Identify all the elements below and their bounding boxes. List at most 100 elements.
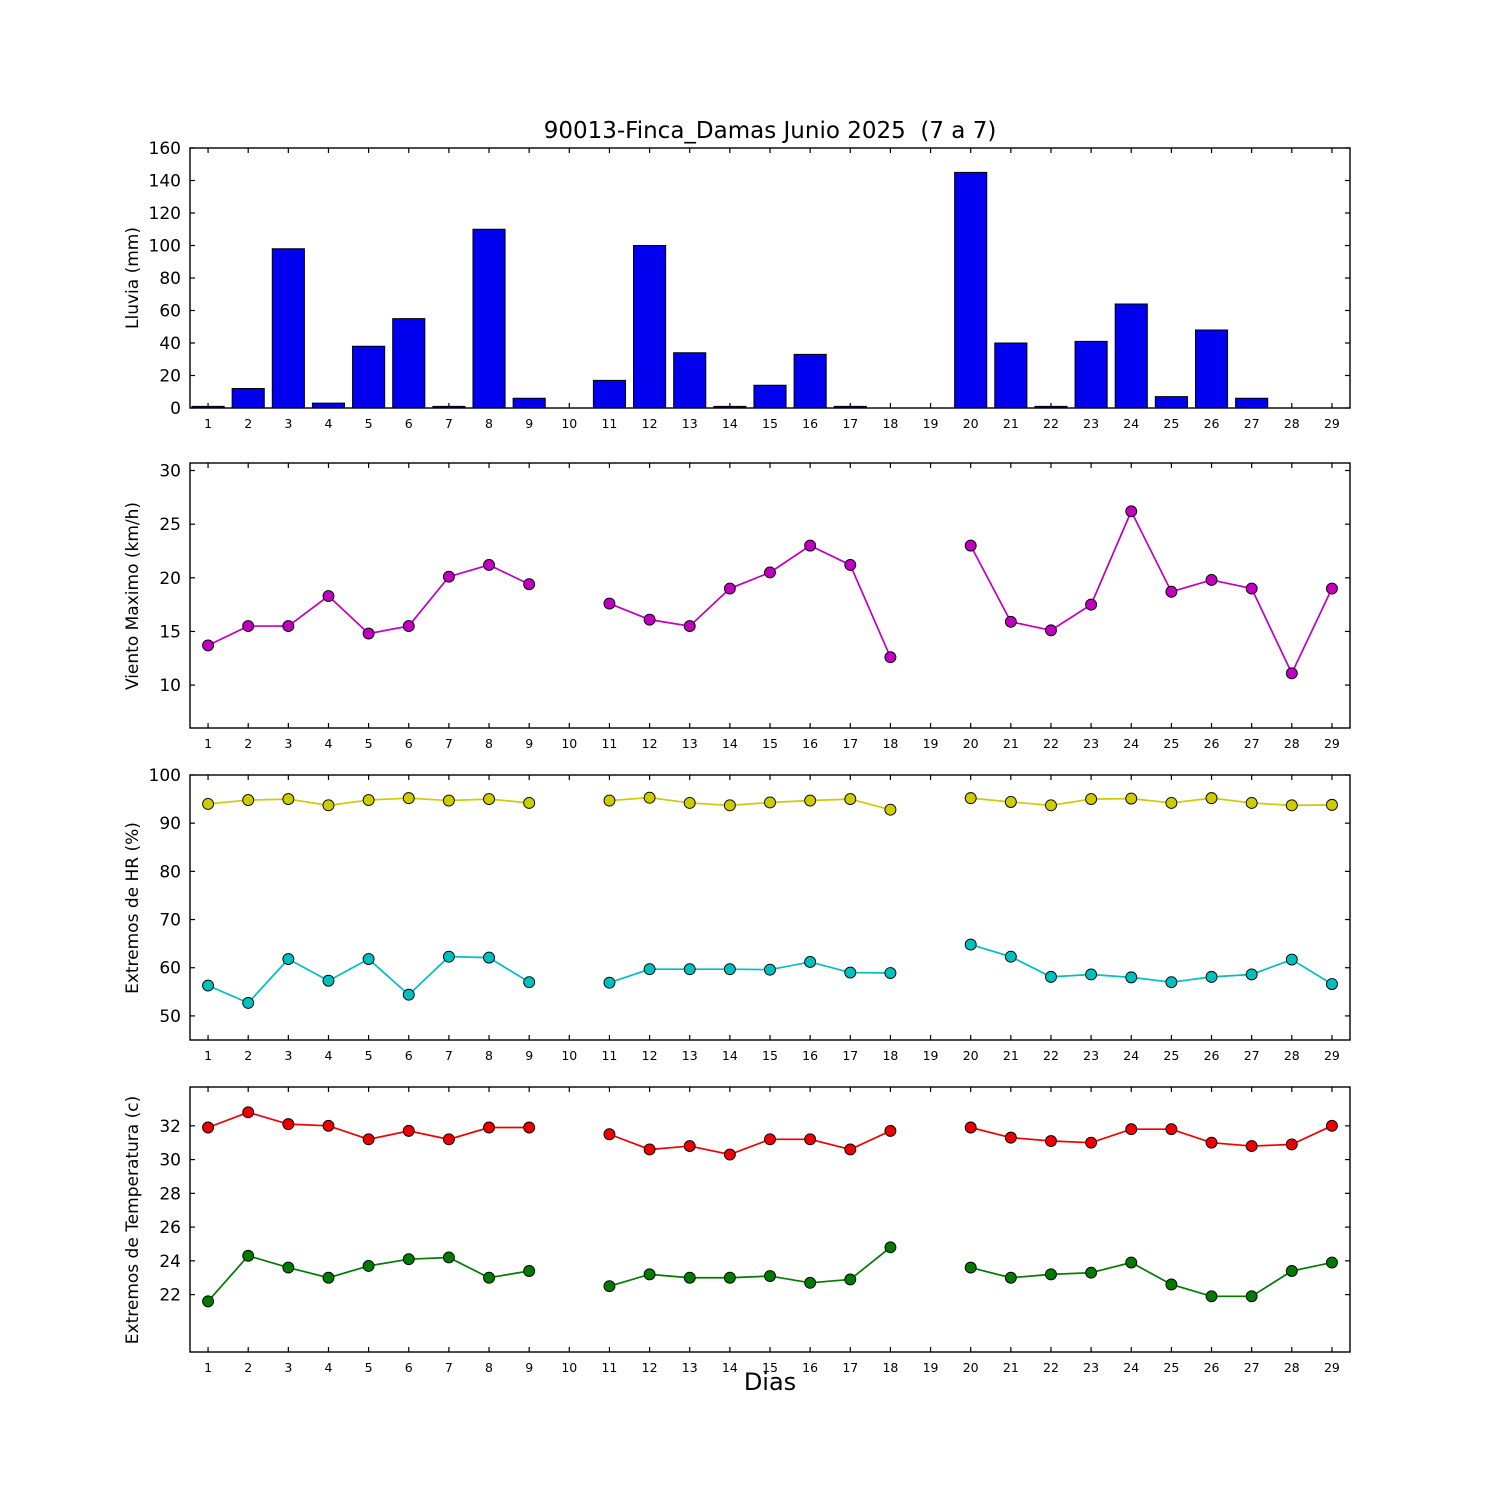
svg-text:1: 1 [204,1360,212,1375]
svg-text:23: 23 [1083,736,1099,751]
svg-text:14: 14 [722,416,738,431]
svg-text:26: 26 [1204,1360,1220,1375]
svg-text:28: 28 [1284,736,1300,751]
svg-text:16: 16 [802,1048,818,1063]
svg-text:16: 16 [802,1360,818,1375]
svg-text:25: 25 [1163,736,1179,751]
svg-text:20: 20 [159,569,181,589]
svg-text:12: 12 [642,736,658,751]
svg-text:28: 28 [1284,416,1300,431]
svg-text:2: 2 [244,1360,252,1375]
svg-text:5: 5 [365,416,373,431]
svg-text:9: 9 [525,1360,533,1375]
svg-text:25: 25 [159,515,181,535]
svg-text:15: 15 [762,416,778,431]
svg-text:13: 13 [682,1048,698,1063]
svg-text:6: 6 [405,736,413,751]
svg-text:28: 28 [1284,1048,1300,1063]
svg-text:23: 23 [1083,416,1099,431]
svg-text:18: 18 [882,736,898,751]
svg-text:17: 17 [842,736,858,751]
svg-text:11: 11 [601,416,617,431]
svg-text:120: 120 [149,204,181,224]
svg-text:19: 19 [923,416,939,431]
svg-text:22: 22 [1043,1360,1059,1375]
svg-text:8: 8 [485,1048,493,1063]
svg-text:26: 26 [159,1218,181,1238]
svg-text:29: 29 [1324,416,1340,431]
svg-text:10: 10 [159,676,181,696]
svg-text:24: 24 [159,1252,181,1272]
svg-text:140: 140 [149,172,181,192]
ylabel-extremos-hr: Extremos de HR (%) [123,822,143,994]
ylabel-viento-maximo: Viento Maximo (km/h) [123,501,143,691]
svg-text:11: 11 [601,1048,617,1063]
svg-text:5: 5 [365,1048,373,1063]
svg-text:10: 10 [561,736,577,751]
svg-text:22: 22 [1043,416,1059,431]
svg-text:6: 6 [405,1048,413,1063]
svg-text:8: 8 [485,1360,493,1375]
svg-text:26: 26 [1204,736,1220,751]
svg-text:30: 30 [159,462,181,482]
x-axis-title: Dias [743,1368,797,1396]
svg-text:3: 3 [284,1360,292,1375]
svg-text:60: 60 [159,959,181,979]
svg-text:24: 24 [1123,1048,1139,1063]
svg-text:27: 27 [1244,416,1260,431]
svg-text:28: 28 [159,1184,181,1204]
svg-text:28: 28 [1284,1360,1300,1375]
ylabel-extremos-temperatura: Extremos de Temperatura (c) [123,1095,143,1345]
svg-text:12: 12 [642,1048,658,1063]
svg-text:9: 9 [525,736,533,751]
svg-text:22: 22 [1043,736,1059,751]
svg-text:32: 32 [159,1117,181,1137]
svg-text:29: 29 [1324,736,1340,751]
svg-text:25: 25 [1163,1360,1179,1375]
svg-text:18: 18 [882,1360,898,1375]
svg-text:24: 24 [1123,1360,1139,1375]
svg-text:21: 21 [1003,736,1019,751]
svg-text:20: 20 [963,736,979,751]
svg-text:3: 3 [284,1048,292,1063]
svg-text:60: 60 [159,302,181,322]
svg-text:22: 22 [159,1286,181,1306]
svg-text:24: 24 [1123,736,1139,751]
svg-text:70: 70 [159,911,181,931]
svg-text:12: 12 [642,1360,658,1375]
svg-text:13: 13 [682,1360,698,1375]
svg-text:19: 19 [923,1048,939,1063]
svg-text:27: 27 [1244,1360,1260,1375]
svg-text:21: 21 [1003,416,1019,431]
svg-text:15: 15 [762,1048,778,1063]
svg-text:11: 11 [601,1360,617,1375]
svg-text:13: 13 [682,736,698,751]
svg-text:27: 27 [1244,1048,1260,1063]
svg-text:8: 8 [485,416,493,431]
svg-text:14: 14 [722,1360,738,1375]
svg-text:25: 25 [1163,416,1179,431]
svg-text:1: 1 [204,416,212,431]
svg-text:15: 15 [159,622,181,642]
svg-text:15: 15 [762,736,778,751]
svg-text:50: 50 [159,1007,181,1027]
svg-text:13: 13 [682,416,698,431]
svg-text:25: 25 [1163,1048,1179,1063]
svg-text:21: 21 [1003,1048,1019,1063]
svg-text:10: 10 [561,1048,577,1063]
svg-text:10: 10 [561,416,577,431]
svg-text:1: 1 [204,1048,212,1063]
svg-text:19: 19 [923,736,939,751]
svg-text:2: 2 [244,736,252,751]
svg-text:80: 80 [159,862,181,882]
svg-text:9: 9 [525,1048,533,1063]
svg-text:80: 80 [159,269,181,289]
svg-text:17: 17 [842,1360,858,1375]
svg-text:4: 4 [325,1048,333,1063]
svg-text:2: 2 [244,1048,252,1063]
svg-text:24: 24 [1123,416,1139,431]
svg-text:19: 19 [923,1360,939,1375]
svg-text:7: 7 [445,416,453,431]
svg-text:5: 5 [365,1360,373,1375]
